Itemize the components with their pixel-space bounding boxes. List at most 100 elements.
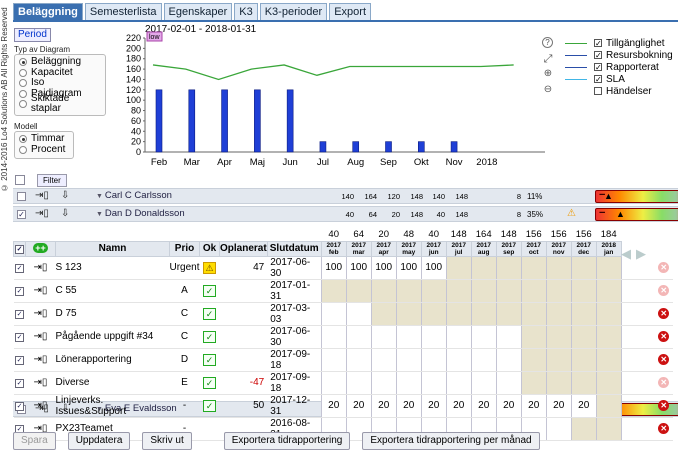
allocation-cell[interactable] xyxy=(320,347,347,372)
allocation-cell[interactable] xyxy=(345,278,372,303)
allocation-cell[interactable] xyxy=(545,301,572,326)
allocation-cell[interactable] xyxy=(495,301,522,326)
task-checkbox[interactable]: ✓ xyxy=(15,333,24,342)
allocation-cell[interactable] xyxy=(445,255,472,280)
bottom-button-3[interactable]: Exportera tidrapportering xyxy=(223,432,351,450)
person-checkbox[interactable]: ✓ xyxy=(17,210,26,219)
login-icon[interactable]: ⇥▯ xyxy=(35,190,49,201)
allocation-cell[interactable]: 20 xyxy=(370,393,397,418)
allocation-cell[interactable] xyxy=(595,393,622,418)
allocation-cell[interactable] xyxy=(470,347,497,372)
task-slutdatum[interactable]: 2017-09-18 xyxy=(267,348,322,372)
allocation-cell[interactable] xyxy=(470,278,497,303)
task-prio[interactable]: C xyxy=(169,325,200,349)
running-person-icon[interactable]: ✓ xyxy=(203,330,217,343)
minus-icon[interactable]: − xyxy=(599,207,606,219)
radio-icon[interactable] xyxy=(19,135,27,144)
task-slutdatum[interactable]: 2017-09-18 xyxy=(267,371,322,395)
allocation-cell[interactable] xyxy=(545,416,572,441)
task-name[interactable]: Linjeverks. Issues&Support xyxy=(55,394,170,418)
delete-icon[interactable]: ✕ xyxy=(658,423,670,434)
allocation-cell[interactable]: 100 xyxy=(320,255,347,280)
allocation-cell[interactable] xyxy=(370,370,397,395)
tab-5[interactable]: Export xyxy=(329,3,371,21)
delete-icon[interactable]: ✕ xyxy=(658,354,670,365)
warning-icon[interactable]: ⚠ xyxy=(203,261,217,274)
allocation-cell[interactable] xyxy=(595,278,622,303)
export-icon[interactable]: ⇩ xyxy=(61,190,70,201)
allocation-cell[interactable] xyxy=(495,278,522,303)
diagram_type-option-1[interactable]: Kapacitet xyxy=(19,67,101,79)
export-icon[interactable]: ⇩ xyxy=(61,208,70,219)
allocation-cell[interactable]: 20 xyxy=(420,393,447,418)
allocation-cell[interactable] xyxy=(420,278,447,303)
allocation-cell[interactable] xyxy=(520,347,547,372)
allocation-cell[interactable]: 100 xyxy=(420,255,447,280)
task-slutdatum[interactable]: 2017-01-31 xyxy=(267,279,322,303)
allocation-cell[interactable]: 20 xyxy=(445,393,472,418)
task-prio[interactable]: C xyxy=(169,302,200,326)
allocation-cell[interactable] xyxy=(570,324,597,349)
task-name[interactable]: Lönerapportering xyxy=(55,348,170,372)
person-name[interactable]: Carl C Carlsson xyxy=(96,190,172,201)
tab-0[interactable]: Beläggning xyxy=(13,3,83,21)
task-checkbox[interactable]: ✓ xyxy=(15,402,24,411)
login-icon[interactable]: ⇥▯ xyxy=(25,256,56,280)
allocation-cell[interactable] xyxy=(445,347,472,372)
task-name[interactable]: C 55 xyxy=(55,279,170,303)
person-checkbox[interactable] xyxy=(17,192,26,201)
allocation-cell[interactable] xyxy=(370,324,397,349)
delete-icon[interactable]: ✕ xyxy=(658,261,670,273)
task-prio[interactable]: A xyxy=(169,279,200,303)
period-button[interactable]: Period xyxy=(14,28,51,42)
zoom-in-icon[interactable]: ⊕ xyxy=(543,68,553,79)
login-icon[interactable]: ⇥▯ xyxy=(25,371,56,395)
allocation-cell[interactable]: 100 xyxy=(370,255,397,280)
login-icon[interactable]: ⇥▯ xyxy=(25,348,56,372)
running-person-icon[interactable]: ✓ xyxy=(203,376,217,389)
legend-checkbox[interactable]: ✓ xyxy=(594,39,602,48)
task-row[interactable]: ✓ ⇥▯ Linjeverks. Issues&Support - ✓ 50 2017-12… xyxy=(13,393,674,418)
allocation-cell[interactable] xyxy=(320,301,347,326)
task-name[interactable]: S 123 xyxy=(55,256,170,280)
allocation-cell[interactable] xyxy=(445,370,472,395)
allocation-cell[interactable] xyxy=(445,324,472,349)
allocation-cell[interactable] xyxy=(395,370,422,395)
diagram_type-option-4[interactable]: Skiktade staplar xyxy=(19,94,101,114)
allocation-cell[interactable] xyxy=(570,416,597,441)
allocation-cell[interactable] xyxy=(345,347,372,372)
task-checkbox[interactable]: ✓ xyxy=(15,264,24,273)
allocation-cell[interactable] xyxy=(320,324,347,349)
allocation-cell[interactable] xyxy=(420,324,447,349)
allocation-cell[interactable] xyxy=(420,370,447,395)
allocation-cell[interactable] xyxy=(595,347,622,372)
allocation-cell[interactable] xyxy=(570,370,597,395)
zoom-out-icon[interactable]: ⊖ xyxy=(543,84,553,95)
allocation-cell[interactable] xyxy=(545,324,572,349)
delete-icon[interactable]: ✕ xyxy=(658,285,670,296)
allocation-cell[interactable] xyxy=(395,278,422,303)
allocation-cell[interactable] xyxy=(520,301,547,326)
allocation-cell[interactable] xyxy=(420,347,447,372)
diagram_type-option-3[interactable]: Pajdiagram xyxy=(19,88,101,100)
allocation-cell[interactable] xyxy=(345,370,372,395)
running-person-icon[interactable]: ✓ xyxy=(203,307,217,320)
allocation-cell[interactable] xyxy=(520,278,547,303)
running-person-icon[interactable]: ✓ xyxy=(203,399,217,412)
allocation-cell[interactable] xyxy=(495,347,522,372)
allocation-cell[interactable] xyxy=(570,255,597,280)
allocation-cell[interactable]: 20 xyxy=(520,393,547,418)
task-row[interactable]: ✓ ⇥▯ C 55 A ✓ 2017-01-31 ✕ xyxy=(13,278,674,303)
task-checkbox[interactable]: ✓ xyxy=(15,356,24,365)
login-icon[interactable]: ⇥▯ xyxy=(25,325,56,349)
legend-checkbox[interactable]: ✓ xyxy=(594,63,602,72)
task-slutdatum[interactable]: 2017-06-30 xyxy=(267,256,322,280)
radio-icon[interactable] xyxy=(19,79,27,88)
allocation-cell[interactable] xyxy=(470,324,497,349)
tab-2[interactable]: Egenskaper xyxy=(163,3,233,21)
capacity-gauge[interactable]: −▲+ xyxy=(595,207,678,221)
allocation-cell[interactable] xyxy=(470,255,497,280)
allocation-cell[interactable] xyxy=(520,255,547,280)
select-all-checkbox[interactable] xyxy=(15,175,25,185)
task-prio[interactable]: Urgent xyxy=(169,256,200,280)
